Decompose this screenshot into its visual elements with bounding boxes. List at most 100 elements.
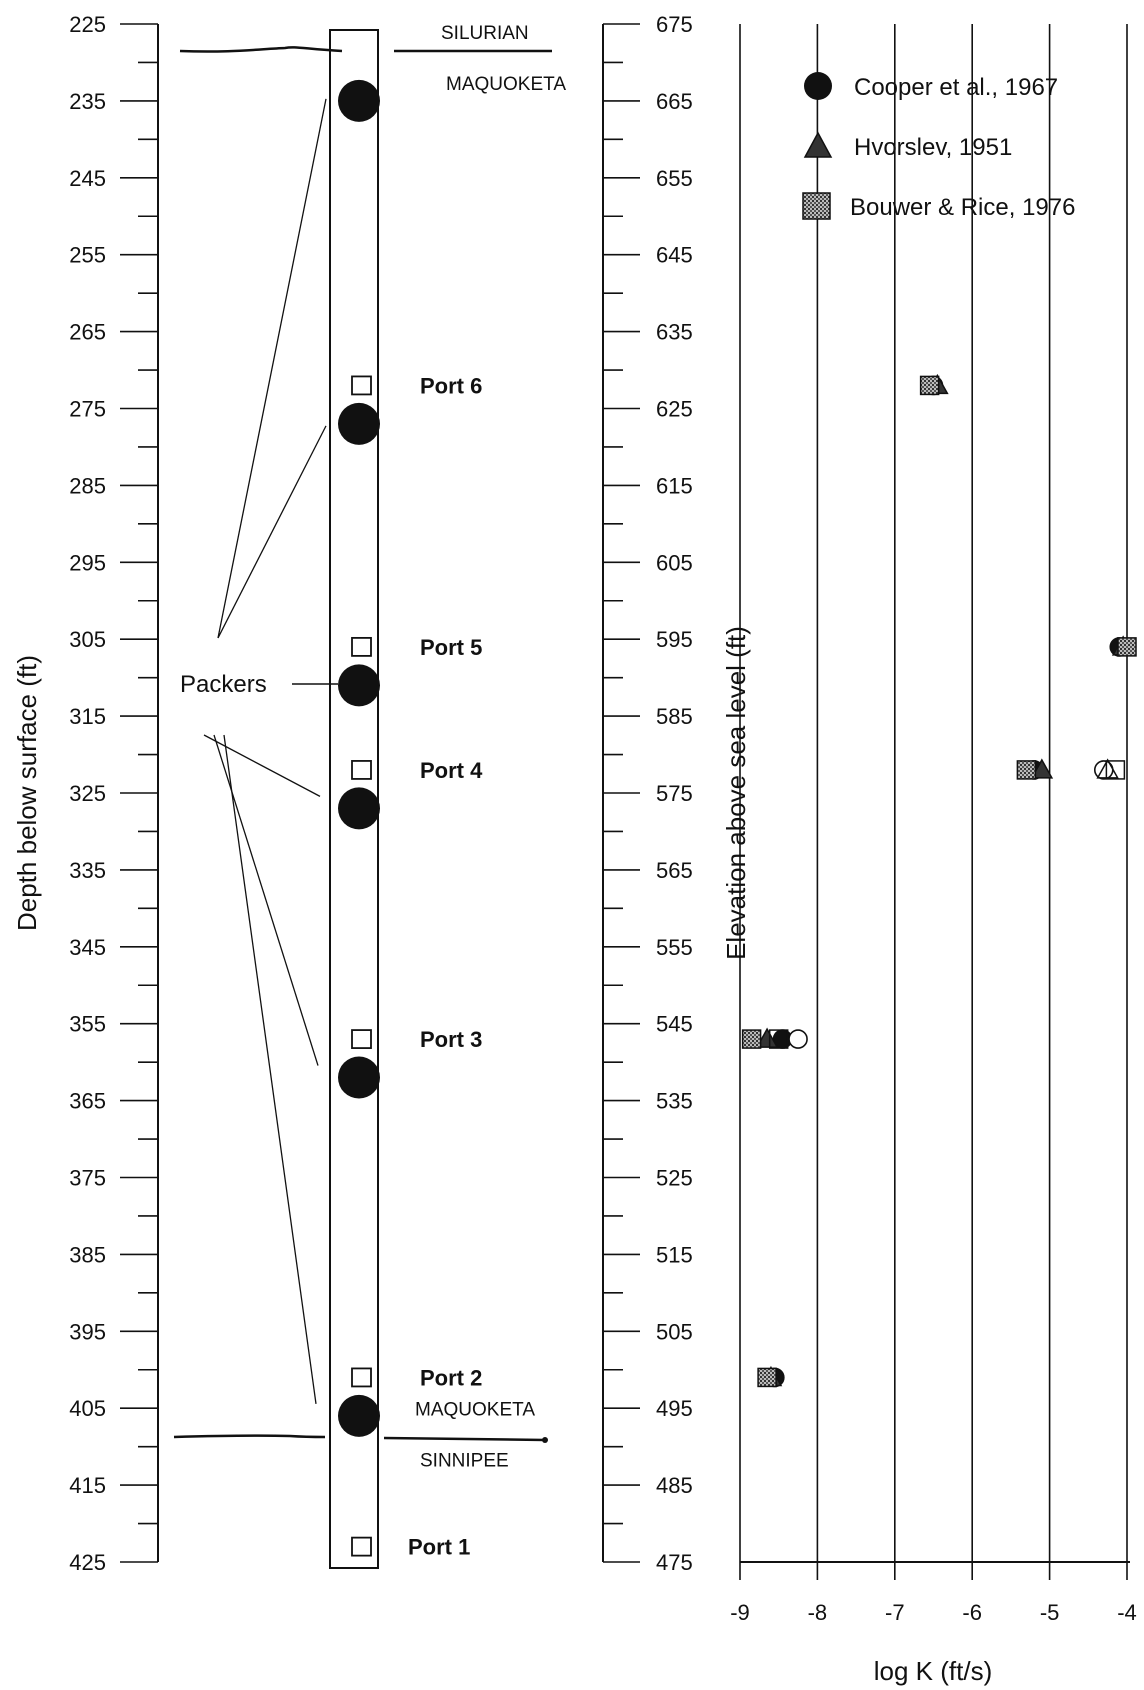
depth-tick-label: 405 xyxy=(69,1396,106,1421)
port-label: Port 3 xyxy=(420,1027,482,1052)
elevation-tick-label: 595 xyxy=(656,627,693,652)
legend-entry-label: Bouwer & Rice, 1976 xyxy=(850,194,1075,221)
bouwer-rice-data-point xyxy=(768,1029,789,1049)
legend: Cooper et al., 1967 Hvorslev, 1951 Bouwer … xyxy=(802,72,1075,221)
depth-tick-label: 415 xyxy=(69,1473,106,1498)
formation-label-upper: MAQUOKETA xyxy=(415,1399,535,1420)
depth-tick-label: 225 xyxy=(69,12,106,37)
elevation-tick-label: 635 xyxy=(656,320,693,345)
elevation-tick-label: 525 xyxy=(656,1166,693,1191)
legend-square-icon xyxy=(802,192,831,220)
hvorslev-data-point xyxy=(1096,758,1119,779)
elevation-tick-label: 555 xyxy=(656,935,693,960)
depth-tick-label: 325 xyxy=(69,781,106,806)
packer-leader-line xyxy=(203,734,321,797)
bouwer-rice-data-point xyxy=(919,375,940,396)
hvorslev-data-point xyxy=(755,1027,779,1048)
logk-tick-label: -9 xyxy=(730,1600,750,1625)
depth-axis-title: Depth below surface (ft) xyxy=(12,655,42,931)
logk-axis-title: log K (ft/s) xyxy=(874,1656,992,1686)
legend-circle-icon xyxy=(804,72,832,100)
elevation-tick-label: 625 xyxy=(656,397,693,422)
packer xyxy=(338,402,380,445)
packer xyxy=(338,1056,380,1099)
bouwer-rice-data-point xyxy=(1016,760,1037,780)
depth-tick-label: 265 xyxy=(69,320,106,345)
packers xyxy=(338,79,380,1437)
logk-plot: -9 -8 -7 -6 -5 -4 log K (ft/s) xyxy=(730,24,1137,1686)
elevation-tick-label: 615 xyxy=(656,473,693,498)
elevation-tick-label: 485 xyxy=(656,1473,693,1498)
lower-contact-line-right xyxy=(383,1436,546,1442)
port-markers: Port 6 Port 5 Port 4 Port 3 Port 2 Port 1 xyxy=(351,373,483,1560)
depth-tick-label: 315 xyxy=(69,704,106,729)
depth-tick-label: 395 xyxy=(69,1319,106,1344)
logk-tick-label: -6 xyxy=(962,1600,982,1625)
elevation-tick-label: 645 xyxy=(656,243,693,268)
elevation-tick-label: 655 xyxy=(656,166,693,191)
cooper-data-point xyxy=(788,1029,808,1049)
port-screen-marker xyxy=(351,760,372,780)
elevation-tick-label: 665 xyxy=(656,89,693,114)
elevation-tick-label: 505 xyxy=(656,1319,693,1344)
logk-tick-labels: -9 -8 -7 -6 -5 -4 xyxy=(730,1600,1137,1625)
bouwer-rice-data-point xyxy=(741,1029,762,1049)
packer-leader-line xyxy=(213,734,319,1066)
elevation-tick-label: 575 xyxy=(656,781,693,806)
bouwer-rice-data-point xyxy=(757,1367,777,1388)
port-screen-marker xyxy=(351,375,372,396)
depth-tick-label: 235 xyxy=(69,89,106,114)
bouwer-rice-data-point xyxy=(1117,637,1137,657)
elevation-tick-label: 585 xyxy=(656,704,693,729)
depth-tick-label: 335 xyxy=(69,858,106,883)
depth-tick-label: 285 xyxy=(69,473,106,498)
formation-label-lower: SINNIPEE xyxy=(420,1450,509,1471)
depth-axis-ticks: 225 235 245 255 265 275 285 295 305 315 325 335 345 3… xyxy=(69,12,158,1575)
depth-tick-label: 355 xyxy=(69,1012,106,1037)
packer xyxy=(338,787,380,830)
port-screen-marker xyxy=(351,1536,372,1557)
packer-leader-line xyxy=(217,98,327,639)
port-label: Port 5 xyxy=(420,635,482,660)
elevation-tick-label: 475 xyxy=(656,1550,693,1575)
borehole xyxy=(329,29,379,1569)
depth-tick-label: 425 xyxy=(69,1550,106,1575)
elevation-tick-label: 675 xyxy=(656,12,693,37)
port-screen-marker xyxy=(351,1029,372,1049)
packer-leader-lines xyxy=(203,98,327,1404)
port-screen-marker xyxy=(351,1367,372,1388)
logk-tick-label: -7 xyxy=(885,1600,905,1625)
elevation-axis-title: Elevation above sea level (ft) xyxy=(721,626,751,960)
elevation-tick-label: 535 xyxy=(656,1089,693,1114)
port-label: Port 6 xyxy=(420,373,482,398)
packer-leader-line xyxy=(223,734,317,1404)
port-label: Port 2 xyxy=(420,1365,482,1390)
elevation-axis-ticks: 675 665 655 645 635 625 615 605 595 585 575 565 555 5… xyxy=(603,12,693,1575)
elevation-tick-label: 605 xyxy=(656,550,693,575)
legend-triangle-icon xyxy=(803,131,833,158)
logk-gridlines xyxy=(739,24,1128,1580)
hvorslev-data-point xyxy=(1030,758,1054,779)
legend-entry-label: Hvorslev, 1951 xyxy=(854,134,1012,161)
packer xyxy=(338,664,380,707)
logk-tick-label: -5 xyxy=(1040,1600,1060,1625)
depth-tick-label: 305 xyxy=(69,627,106,652)
elevation-tick-label: 565 xyxy=(656,858,693,883)
bouwer-rice-data-point xyxy=(1105,760,1126,780)
packer xyxy=(338,1394,380,1437)
packer xyxy=(338,79,380,122)
formation-label-lower: MAQUOKETA xyxy=(446,74,566,95)
depth-tick-label: 295 xyxy=(69,550,106,575)
elevation-tick-label: 495 xyxy=(656,1396,693,1421)
elevation-axis: 675 665 655 645 635 625 615 605 595 585 575 565 555 5… xyxy=(602,12,751,1575)
depth-tick-label: 345 xyxy=(69,935,106,960)
elevation-tick-label: 515 xyxy=(656,1242,693,1267)
depth-tick-label: 275 xyxy=(69,397,106,422)
port-label: Port 1 xyxy=(408,1535,470,1560)
well-schematic: SILURIAN MAQUOKETA MAQUOKETA SINNIPEE Port … xyxy=(173,23,566,1569)
depth-tick-label: 385 xyxy=(69,1242,106,1267)
logk-tick-label: -8 xyxy=(808,1600,828,1625)
lower-contact-line xyxy=(173,1434,326,1439)
lower-contact-line-end xyxy=(542,1437,548,1443)
